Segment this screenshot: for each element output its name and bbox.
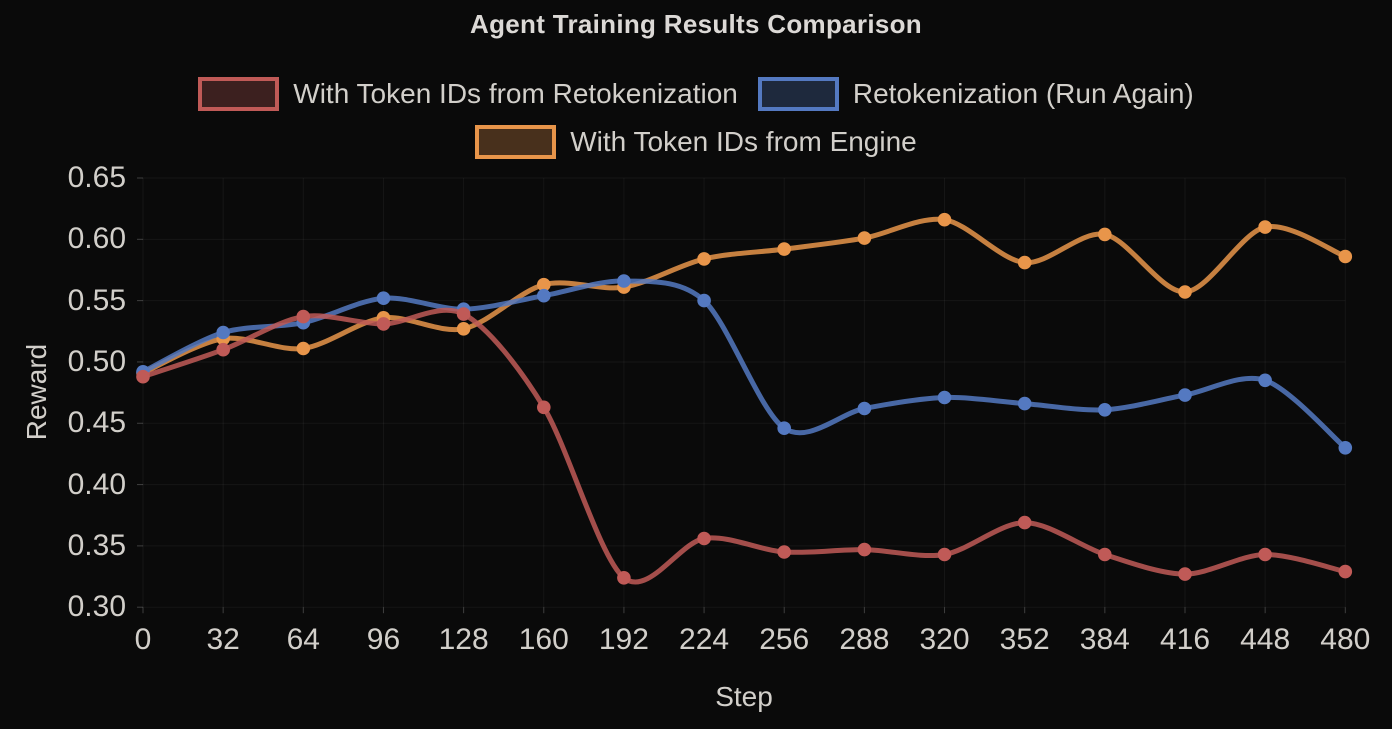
x-tick-label: 160 <box>518 623 569 656</box>
data-point[interactable] <box>857 542 872 557</box>
x-tick-label: 32 <box>206 623 240 656</box>
x-tick-label: 96 <box>366 623 401 656</box>
data-point[interactable] <box>296 309 311 324</box>
x-tick-label: 448 <box>1240 623 1291 656</box>
legend-item-with-token-ids-from-retokenization[interactable]: With Token IDs from Retokenization <box>198 76 738 111</box>
data-point[interactable] <box>937 212 952 227</box>
data-point[interactable] <box>376 291 391 306</box>
data-point[interactable] <box>777 421 791 436</box>
data-point[interactable] <box>1258 373 1272 388</box>
x-tick-label: 256 <box>759 623 810 656</box>
data-point[interactable] <box>1338 249 1353 264</box>
legend-item-retokenization-run-again[interactable]: Retokenization (Run Again) <box>757 76 1194 111</box>
data-point[interactable] <box>216 325 230 340</box>
chart-title: Agent Training Results Comparison <box>470 9 922 39</box>
axis-ticks <box>137 177 1346 614</box>
legend: With Token IDs from Retokenization Retoke… <box>111 76 1281 159</box>
legend-swatch <box>198 76 280 111</box>
y-tick-label: 0.45 <box>67 406 126 440</box>
y-tick-label: 0.60 <box>67 222 126 256</box>
data-point[interactable] <box>136 369 150 384</box>
legend-swatch <box>757 76 839 111</box>
data-point[interactable] <box>1178 567 1192 581</box>
data-point[interactable] <box>1017 396 1032 411</box>
x-tick-label: 416 <box>1159 623 1211 656</box>
data-point[interactable] <box>456 307 471 321</box>
y-tick-label: 0.50 <box>67 344 126 378</box>
x-tick-label: 224 <box>679 623 730 656</box>
series-retokenization-run-again <box>136 274 1353 455</box>
data-point[interactable] <box>617 274 631 288</box>
data-point[interactable] <box>1258 220 1272 234</box>
x-tick-label: 192 <box>598 623 649 656</box>
y-tick-label: 0.65 <box>67 161 126 194</box>
y-tick-label: 0.30 <box>67 590 126 624</box>
data-point[interactable] <box>1338 564 1353 579</box>
data-point[interactable] <box>216 342 230 357</box>
y-tick-label: 0.40 <box>67 467 126 501</box>
legend-label: With Token IDs from Retokenization <box>293 77 738 109</box>
data-point[interactable] <box>537 277 551 292</box>
data-point[interactable] <box>1017 515 1032 530</box>
y-tick-label: 0.55 <box>67 283 126 317</box>
data-point[interactable] <box>937 547 952 562</box>
data-point[interactable] <box>697 293 711 308</box>
data-point[interactable] <box>456 322 471 336</box>
legend-label: Retokenization (Run Again) <box>852 77 1194 109</box>
data-point[interactable] <box>1178 285 1192 299</box>
data-point[interactable] <box>1098 227 1112 242</box>
data-point[interactable] <box>617 571 631 585</box>
data-point[interactable] <box>697 252 711 266</box>
x-tick-label: 0 <box>134 623 152 656</box>
x-tick-label: 288 <box>839 623 890 656</box>
x-tick-label: 64 <box>286 623 320 656</box>
y-tick-label: 0.35 <box>67 528 126 562</box>
data-point[interactable] <box>857 401 872 416</box>
legend-label: With Token IDs from Engine <box>570 125 917 157</box>
data-point[interactable] <box>1338 441 1353 455</box>
data-point[interactable] <box>777 545 791 559</box>
gridlines <box>142 177 1346 608</box>
x-tick-label: 320 <box>919 623 970 656</box>
x-axis-title: Step <box>715 681 773 712</box>
legend-swatch <box>475 124 557 159</box>
data-point[interactable] <box>376 317 391 331</box>
data-point[interactable] <box>1178 388 1192 402</box>
x-tick-label: 352 <box>999 623 1050 656</box>
data-point[interactable] <box>537 400 551 415</box>
x-tick-label: 384 <box>1079 623 1130 656</box>
series-with-token-ids-from-engine <box>136 212 1353 380</box>
data-point[interactable] <box>537 288 551 303</box>
series-with-token-ids-from-retokenization <box>136 307 1353 585</box>
data-point[interactable] <box>1017 255 1032 270</box>
x-tick-label: 480 <box>1320 623 1371 656</box>
data-point[interactable] <box>857 231 872 245</box>
legend-item-with-token-ids-from-engine[interactable]: With Token IDs from Engine <box>475 124 917 159</box>
data-point[interactable] <box>1098 403 1112 417</box>
y-axis-title: Reward <box>21 343 52 441</box>
data-point[interactable] <box>937 390 952 405</box>
data-point[interactable] <box>1098 547 1112 562</box>
data-point[interactable] <box>777 242 791 256</box>
data-point[interactable] <box>296 341 311 356</box>
x-tick-label: 128 <box>438 623 489 656</box>
data-point[interactable] <box>697 531 711 546</box>
data-point[interactable] <box>1258 547 1272 562</box>
